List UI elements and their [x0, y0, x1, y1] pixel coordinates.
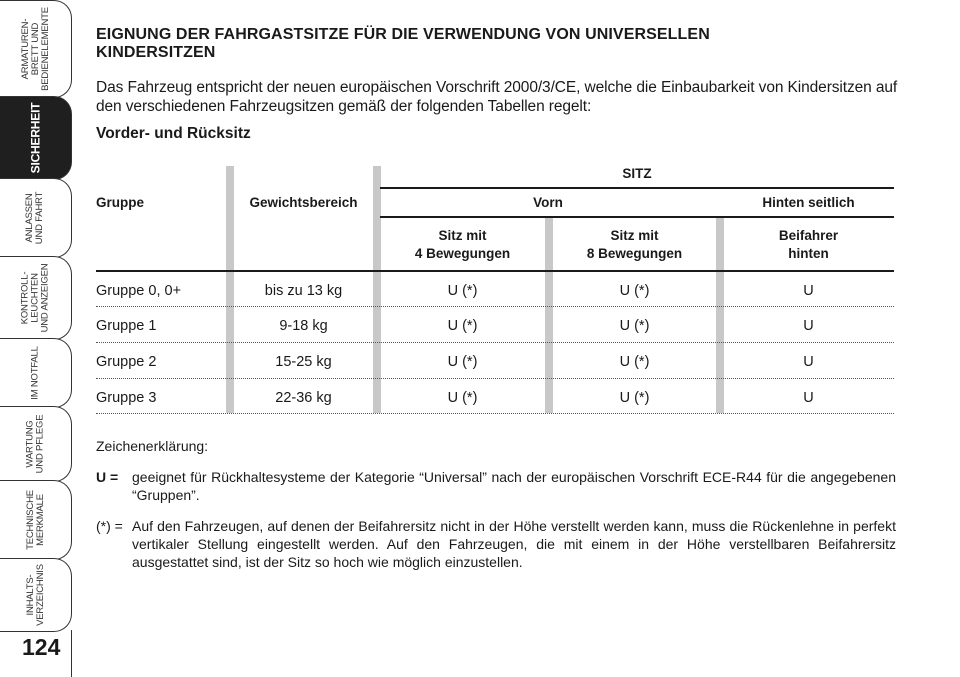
header-line: 4 Bewegungen [414, 246, 511, 261]
header-line: hinten [788, 246, 829, 261]
cell-sitz-4: U (*) [447, 390, 478, 406]
tab-label: IM NOTFALL [29, 346, 41, 400]
legend-key: (*) = [96, 518, 123, 534]
row-divider [96, 378, 894, 379]
header-gruppe: Gruppe [96, 195, 145, 210]
row-divider [96, 413, 894, 414]
legend-heading: Zeichenerklärung: [96, 438, 209, 454]
tab-label: WARTUNG UND PFLEGE [24, 414, 46, 474]
header-rule [380, 187, 894, 189]
tab-anlassen[interactable]: ANLASSEN UND FAHRT [0, 178, 72, 258]
cell-sitz-8: U (*) [619, 354, 650, 370]
cell-beifahrer: U [803, 283, 814, 299]
cell-sitz-4: U (*) [447, 354, 478, 370]
column-divider [545, 218, 553, 413]
column-divider [226, 166, 234, 413]
cell-gewicht: bis zu 13 kg [264, 283, 343, 299]
header-line: Beifahrer [778, 228, 839, 243]
cell-sitz-8: U (*) [619, 283, 650, 299]
page-title: EIGNUNG DER FAHRGASTSITZE FÜR DIE VERWEN… [96, 26, 916, 62]
cell-beifahrer: U [803, 354, 814, 370]
header-line: Sitz mit [610, 228, 659, 243]
header-hinten: Hinten seitlich [762, 195, 855, 210]
legend-definition: Auf den Fahrzeugen, auf denen der Beifah… [132, 518, 896, 570]
cell-gewicht: 22-36 kg [275, 390, 332, 406]
header-rule [380, 216, 894, 218]
sidebar-edge [71, 630, 72, 677]
cell-sitz-4: U (*) [447, 283, 478, 299]
intro-paragraph: Das Fahrzeug entspricht der neuen europä… [96, 79, 898, 115]
legend-definition: geeignet für Rückhaltesysteme der Katego… [132, 469, 896, 503]
tab-technische-merkmale[interactable]: TECHNISCHE MERKMALE [0, 480, 72, 560]
tab-armaturenbrett[interactable]: ARMATUREN- BRETT UND BEDIENELEMENTE [0, 0, 72, 98]
cell-sitz-8: U (*) [619, 318, 650, 334]
cell-sitz-4: U (*) [447, 318, 478, 334]
header-sitz: SITZ [622, 166, 652, 181]
tab-inhaltsverzeichnis[interactable]: INHALTS- VERZEICHNIS [0, 558, 72, 632]
tab-label: TECHNISCHE MERKMALE [24, 490, 46, 550]
header-line: Sitz mit [438, 228, 487, 243]
page-title-line1: EIGNUNG DER FAHRGASTSITZE FÜR DIE VERWEN… [96, 26, 710, 43]
header-beifahrer: Beifahrer hinten [723, 227, 894, 263]
row-divider [96, 306, 894, 307]
section-subheading: Vorder- und Rücksitz [96, 125, 251, 142]
header-line: 8 Bewegungen [586, 246, 683, 261]
cell-beifahrer: U [803, 318, 814, 334]
cell-gruppe: Gruppe 1 [96, 318, 157, 334]
tab-label: SICHERHEIT [28, 102, 43, 174]
tab-label: KONTROLL- LEUCHTEN UND ANZEIGEN [19, 263, 51, 333]
header-vorn: Vorn [533, 195, 563, 210]
cell-gewicht: 9-18 kg [279, 318, 328, 334]
cell-gruppe: Gruppe 0, 0+ [96, 283, 182, 299]
tab-sicherheit[interactable]: SICHERHEIT [0, 96, 72, 180]
cell-gruppe: Gruppe 3 [96, 390, 157, 406]
row-divider [96, 342, 894, 343]
header-gewicht: Gewichtsbereich [249, 195, 358, 210]
header-sitz-4: Sitz mit 4 Bewegungen [380, 227, 545, 263]
table-header-bottom-rule [96, 270, 894, 272]
cell-beifahrer: U [803, 390, 814, 406]
cell-gruppe: Gruppe 2 [96, 354, 157, 370]
tab-label: ANLASSEN UND FAHRT [24, 191, 46, 245]
header-sitz-8: Sitz mit 8 Bewegungen [553, 227, 716, 263]
column-divider [373, 166, 381, 413]
page-number: 124 [22, 634, 61, 660]
legend-key: U = [96, 469, 119, 485]
tab-im-notfall[interactable]: IM NOTFALL [0, 338, 72, 408]
tab-kontrollleuchten[interactable]: KONTROLL- LEUCHTEN UND ANZEIGEN [0, 256, 72, 340]
tab-label: INHALTS- VERZEICHNIS [24, 564, 46, 626]
tab-wartung[interactable]: WARTUNG UND PFLEGE [0, 406, 72, 482]
cell-gewicht: 15-25 kg [275, 354, 332, 370]
tab-label: ARMATUREN- BRETT UND BEDIENELEMENTE [19, 7, 51, 91]
column-divider [716, 218, 724, 413]
page-title-line2: KINDERSITZEN [96, 44, 216, 61]
cell-sitz-8: U (*) [619, 390, 650, 406]
